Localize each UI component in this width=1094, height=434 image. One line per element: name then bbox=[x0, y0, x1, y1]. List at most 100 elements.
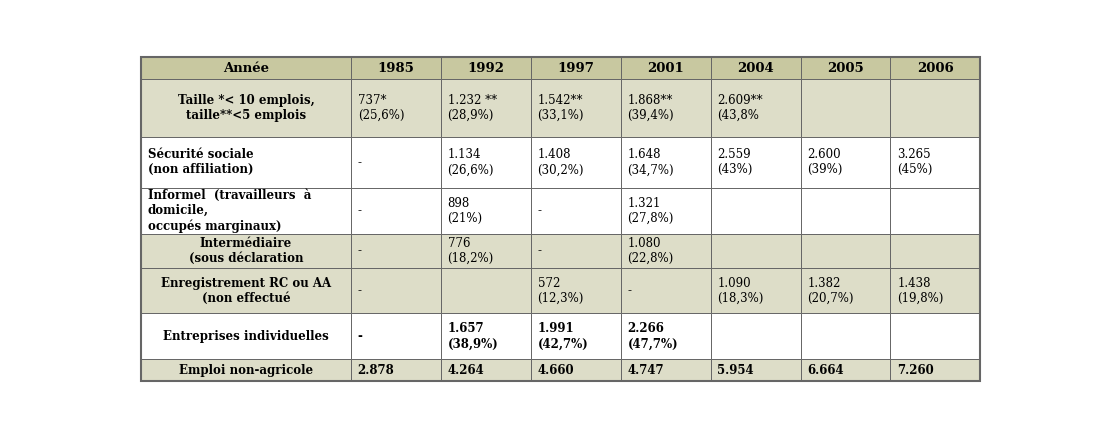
Bar bbox=[351, 359, 441, 381]
Bar bbox=[531, 188, 620, 234]
Text: 737*
(25,6%): 737* (25,6%) bbox=[358, 94, 404, 122]
Text: 1.321
(27,8%): 1.321 (27,8%) bbox=[628, 197, 674, 225]
Text: -: - bbox=[358, 204, 362, 217]
Text: -: - bbox=[628, 284, 631, 297]
Text: 2004: 2004 bbox=[737, 62, 773, 75]
Text: Intermédiaire
(sous déclaration: Intermédiaire (sous déclaration bbox=[188, 237, 303, 265]
Text: -: - bbox=[358, 330, 362, 343]
Text: -: - bbox=[537, 204, 542, 217]
Bar bbox=[801, 57, 891, 79]
Bar bbox=[351, 234, 441, 268]
Text: Emploi non-agricole: Emploi non-agricole bbox=[179, 364, 313, 377]
Bar bbox=[441, 234, 531, 268]
Bar bbox=[620, 359, 711, 381]
Bar bbox=[620, 313, 711, 359]
Bar bbox=[141, 79, 351, 137]
Bar bbox=[891, 137, 980, 188]
Text: 2.878: 2.878 bbox=[358, 364, 395, 377]
Bar bbox=[801, 137, 891, 188]
Text: -: - bbox=[358, 156, 362, 169]
Text: 2.609**
(43,8%: 2.609** (43,8% bbox=[718, 94, 763, 122]
Bar bbox=[711, 57, 801, 79]
Text: 6.664: 6.664 bbox=[807, 364, 843, 377]
Bar bbox=[531, 137, 620, 188]
Bar bbox=[620, 268, 711, 313]
Text: 5.954: 5.954 bbox=[718, 364, 754, 377]
Text: 1992: 1992 bbox=[467, 62, 504, 75]
Bar bbox=[141, 234, 351, 268]
Text: 2005: 2005 bbox=[827, 62, 864, 75]
Bar bbox=[441, 359, 531, 381]
Bar bbox=[801, 234, 891, 268]
Bar bbox=[441, 137, 531, 188]
Bar bbox=[891, 188, 980, 234]
Text: -: - bbox=[358, 244, 362, 257]
Text: 1.648
(34,7%): 1.648 (34,7%) bbox=[628, 148, 674, 177]
Text: 2.266
(47,7%): 2.266 (47,7%) bbox=[628, 322, 678, 350]
Text: 3.265
(45%): 3.265 (45%) bbox=[897, 148, 932, 177]
Text: -: - bbox=[537, 244, 542, 257]
Bar bbox=[711, 359, 801, 381]
Text: 1.090
(18,3%): 1.090 (18,3%) bbox=[718, 276, 764, 305]
Text: 2006: 2006 bbox=[917, 62, 954, 75]
Bar bbox=[141, 268, 351, 313]
Bar bbox=[801, 268, 891, 313]
Text: 898
(21%): 898 (21%) bbox=[447, 197, 482, 225]
Text: 776
(18,2%): 776 (18,2%) bbox=[447, 237, 493, 265]
Bar bbox=[141, 313, 351, 359]
Bar bbox=[351, 268, 441, 313]
Bar bbox=[620, 188, 711, 234]
Text: 572
(12,3%): 572 (12,3%) bbox=[537, 276, 584, 305]
Bar bbox=[891, 79, 980, 137]
Bar bbox=[531, 79, 620, 137]
Text: 1.542**
(33,1%): 1.542** (33,1%) bbox=[537, 94, 584, 122]
Bar bbox=[141, 359, 351, 381]
Text: 1.382
(20,7%): 1.382 (20,7%) bbox=[807, 276, 853, 305]
Bar bbox=[801, 359, 891, 381]
Bar bbox=[141, 137, 351, 188]
Bar bbox=[711, 79, 801, 137]
Bar bbox=[801, 188, 891, 234]
Bar bbox=[351, 313, 441, 359]
Text: 2001: 2001 bbox=[648, 62, 684, 75]
Text: 4.747: 4.747 bbox=[628, 364, 664, 377]
Text: 1.657
(38,9%): 1.657 (38,9%) bbox=[447, 322, 499, 350]
Text: Taille *< 10 emplois,
taille**<5 emplois: Taille *< 10 emplois, taille**<5 emplois bbox=[177, 94, 314, 122]
Text: 1985: 1985 bbox=[377, 62, 415, 75]
Bar bbox=[891, 57, 980, 79]
Bar bbox=[711, 313, 801, 359]
Text: 1997: 1997 bbox=[557, 62, 594, 75]
Bar bbox=[620, 137, 711, 188]
Bar bbox=[801, 313, 891, 359]
Bar bbox=[141, 188, 351, 234]
Bar bbox=[441, 57, 531, 79]
Bar bbox=[711, 188, 801, 234]
Bar bbox=[891, 359, 980, 381]
Bar bbox=[441, 313, 531, 359]
Text: 1.408
(30,2%): 1.408 (30,2%) bbox=[537, 148, 584, 177]
Bar bbox=[441, 268, 531, 313]
Bar bbox=[351, 57, 441, 79]
Bar bbox=[711, 137, 801, 188]
Text: 4.264: 4.264 bbox=[447, 364, 485, 377]
Text: 1.868**
(39,4%): 1.868** (39,4%) bbox=[628, 94, 674, 122]
Bar bbox=[531, 234, 620, 268]
Bar bbox=[620, 234, 711, 268]
Text: Année: Année bbox=[223, 62, 269, 75]
Bar bbox=[351, 79, 441, 137]
Text: 2.600
(39%): 2.600 (39%) bbox=[807, 148, 842, 177]
Bar bbox=[531, 359, 620, 381]
Bar bbox=[531, 313, 620, 359]
Bar bbox=[801, 79, 891, 137]
Text: 1.134
(26,6%): 1.134 (26,6%) bbox=[447, 148, 494, 177]
Bar bbox=[620, 79, 711, 137]
Text: Enregistrement RC ou AA
(non effectué: Enregistrement RC ou AA (non effectué bbox=[161, 276, 331, 305]
Text: 1.438
(19,8%): 1.438 (19,8%) bbox=[897, 276, 944, 305]
Bar bbox=[531, 57, 620, 79]
Text: Sécurité sociale
(non affiliation): Sécurité sociale (non affiliation) bbox=[148, 148, 254, 177]
Text: Informel  (travailleurs  à
domicile,
occupés marginaux): Informel (travailleurs à domicile, occup… bbox=[148, 189, 311, 233]
Bar bbox=[891, 234, 980, 268]
Text: 4.660: 4.660 bbox=[537, 364, 574, 377]
Text: 1.232 **
(28,9%): 1.232 ** (28,9%) bbox=[447, 94, 497, 122]
Bar bbox=[891, 268, 980, 313]
